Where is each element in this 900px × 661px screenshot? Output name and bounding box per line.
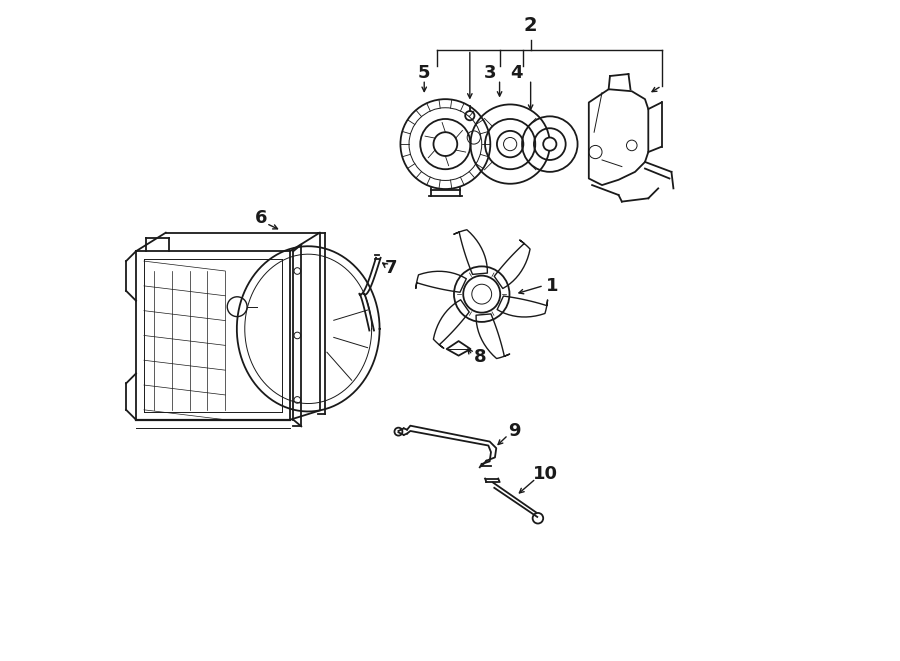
Text: 4: 4 [509, 63, 522, 82]
Circle shape [544, 137, 556, 151]
Text: 10: 10 [534, 465, 558, 483]
Text: 7: 7 [384, 259, 397, 278]
Text: 5: 5 [418, 63, 430, 82]
Text: 3: 3 [483, 63, 496, 82]
Text: 1: 1 [546, 276, 559, 295]
Text: 6: 6 [256, 209, 268, 227]
Text: 8: 8 [473, 348, 486, 366]
Text: 2: 2 [524, 16, 537, 34]
Text: 9: 9 [508, 422, 520, 440]
